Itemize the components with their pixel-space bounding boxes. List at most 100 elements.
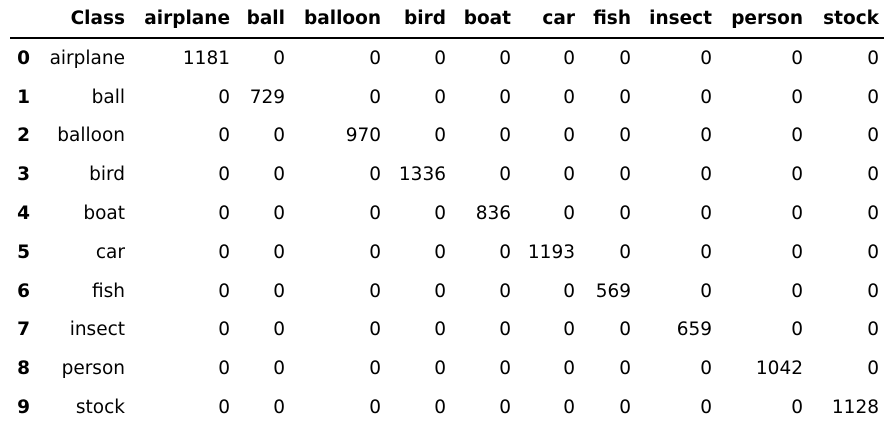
count-cell: 729 — [249, 86, 285, 108]
count-cell: 0 — [434, 397, 446, 419]
count-cell: 0 — [273, 125, 285, 147]
count-cell: 1336 — [398, 164, 446, 186]
table-header: Class airplane ball balloon bird boat ca… — [10, 0, 884, 39]
row-index-cell: 0 — [17, 47, 30, 69]
count-cell: 0 — [563, 125, 575, 147]
column-header-bird: bird — [386, 0, 451, 39]
count-cell: 0 — [563, 319, 575, 341]
count-cell: 0 — [499, 241, 511, 263]
class-name-cell: stock — [75, 397, 125, 419]
count-cell: 0 — [619, 86, 631, 108]
count-cell: 0 — [619, 358, 631, 380]
count-cell: 0 — [218, 358, 230, 380]
count-cell: 0 — [619, 397, 631, 419]
table-row: 6 fish 0 0 0 0 0 0 569 0 0 0 — [10, 272, 884, 311]
class-name-cell: balloon — [57, 125, 125, 147]
count-cell: 0 — [700, 125, 712, 147]
count-cell: 0 — [791, 280, 803, 302]
count-cell: 0 — [218, 397, 230, 419]
row-index-cell: 3 — [17, 164, 30, 186]
count-cell: 0 — [791, 241, 803, 263]
column-header-person: person — [717, 0, 808, 39]
column-header-boat: boat — [451, 0, 516, 39]
count-cell: 0 — [273, 397, 285, 419]
count-cell: 0 — [563, 47, 575, 69]
count-cell: 970 — [345, 125, 381, 147]
count-cell: 0 — [369, 397, 381, 419]
row-index-cell: 6 — [17, 280, 30, 302]
count-cell: 0 — [369, 86, 381, 108]
count-cell: 0 — [791, 203, 803, 225]
table-row: 9 stock 0 0 0 0 0 0 0 0 0 1128 — [10, 388, 884, 427]
count-cell: 0 — [273, 358, 285, 380]
index-header-cell — [10, 0, 35, 39]
count-cell: 0 — [434, 203, 446, 225]
count-cell: 0 — [867, 358, 879, 380]
row-index-cell: 5 — [17, 241, 30, 263]
count-cell: 0 — [700, 241, 712, 263]
count-cell: 0 — [619, 47, 631, 69]
count-cell: 1042 — [755, 358, 803, 380]
count-cell: 0 — [619, 164, 631, 186]
count-cell: 0 — [499, 164, 511, 186]
column-header-insect: insect — [636, 0, 717, 39]
count-cell: 0 — [867, 280, 879, 302]
count-cell: 0 — [218, 125, 230, 147]
count-cell: 0 — [563, 164, 575, 186]
count-cell: 569 — [595, 280, 631, 302]
count-cell: 0 — [273, 47, 285, 69]
count-cell: 0 — [369, 164, 381, 186]
count-cell: 0 — [700, 164, 712, 186]
count-cell: 0 — [700, 397, 712, 419]
table-body: 0 airplane 1181 0 0 0 0 0 0 0 0 0 1 ball 0 729 0 0 0 0 0 0 0 0 2… — [10, 38, 884, 427]
count-cell: 0 — [619, 319, 631, 341]
count-cell: 0 — [867, 203, 879, 225]
count-cell: 0 — [218, 164, 230, 186]
table-row: 1 ball 0 729 0 0 0 0 0 0 0 0 — [10, 78, 884, 117]
class-name-cell: car — [95, 241, 125, 263]
class-name-cell: airplane — [49, 47, 125, 69]
count-cell: 0 — [218, 86, 230, 108]
row-index-cell: 8 — [17, 358, 30, 380]
row-index-cell: 9 — [17, 397, 30, 419]
count-cell: 0 — [369, 47, 381, 69]
row-index-cell: 4 — [17, 203, 30, 225]
column-header-balloon: balloon — [290, 0, 386, 39]
count-cell: 0 — [791, 164, 803, 186]
table-row: 5 car 0 0 0 0 0 1193 0 0 0 0 — [10, 233, 884, 272]
count-cell: 0 — [273, 280, 285, 302]
table-row: 7 insect 0 0 0 0 0 0 0 659 0 0 — [10, 311, 884, 350]
count-cell: 0 — [619, 125, 631, 147]
count-cell: 0 — [867, 241, 879, 263]
count-cell: 0 — [791, 125, 803, 147]
table-row: 4 boat 0 0 0 0 836 0 0 0 0 0 — [10, 194, 884, 233]
count-cell: 0 — [791, 397, 803, 419]
count-cell: 1193 — [527, 241, 575, 263]
column-header-airplane: airplane — [130, 0, 235, 39]
count-cell: 0 — [499, 358, 511, 380]
column-header-car: car — [516, 0, 580, 39]
table-row: 2 balloon 0 0 970 0 0 0 0 0 0 0 — [10, 117, 884, 156]
count-cell: 0 — [434, 125, 446, 147]
count-cell: 0 — [369, 280, 381, 302]
count-cell: 0 — [499, 125, 511, 147]
column-header-stock: stock — [808, 0, 884, 39]
count-cell: 0 — [434, 358, 446, 380]
count-cell: 0 — [369, 358, 381, 380]
count-cell: 0 — [218, 241, 230, 263]
count-cell: 0 — [434, 319, 446, 341]
class-name-cell: bird — [89, 164, 125, 186]
count-cell: 0 — [499, 280, 511, 302]
column-header-ball: ball — [235, 0, 290, 39]
count-cell: 0 — [218, 203, 230, 225]
count-cell: 0 — [700, 86, 712, 108]
count-cell: 0 — [369, 319, 381, 341]
count-cell: 1128 — [831, 397, 879, 419]
count-cell: 0 — [867, 125, 879, 147]
count-cell: 0 — [218, 280, 230, 302]
count-cell: 0 — [434, 280, 446, 302]
header-row: Class airplane ball balloon bird boat ca… — [10, 0, 884, 39]
count-cell: 0 — [700, 203, 712, 225]
count-cell: 0 — [563, 86, 575, 108]
count-cell: 0 — [369, 203, 381, 225]
